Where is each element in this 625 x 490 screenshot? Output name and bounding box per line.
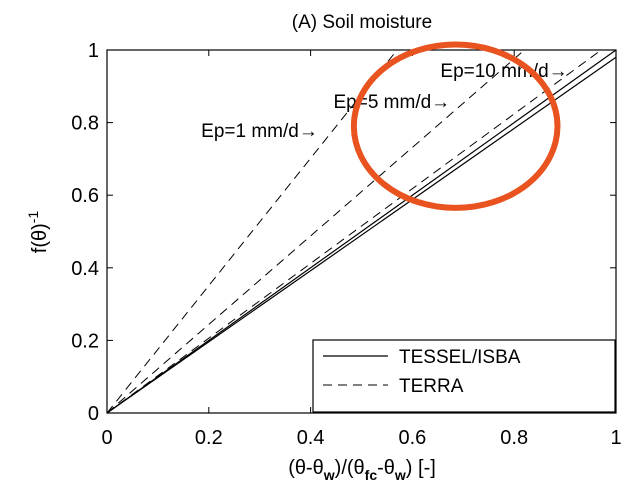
x-tick-label: 0.4 xyxy=(297,427,325,449)
x-tick-label: 0.6 xyxy=(398,427,426,449)
x-axis-label-part: )/(θ xyxy=(335,457,365,479)
chart-title: (A) Soil moisture xyxy=(292,12,432,33)
series-line-terra xyxy=(107,50,525,413)
y-tick-label: 1 xyxy=(88,40,99,62)
series-line-tessel-isba xyxy=(107,50,616,413)
x-tick-label: 1 xyxy=(610,427,621,449)
y-tick-label: 0.6 xyxy=(71,185,99,207)
x-axis-label-part: ) [-] xyxy=(406,457,436,479)
axis-ticks: 0 0.2 0.4 0.6 0.8 1 0 0.2 0.4 0.6 0.8 1 xyxy=(71,40,621,449)
series-line-terra xyxy=(107,50,603,413)
x-tick-label: 0 xyxy=(101,427,112,449)
legend-label-terra: TERRA xyxy=(399,376,464,397)
ep-annotation: Ep=5 mm/d→ xyxy=(334,92,451,113)
y-axis-label: f(θ)-1 xyxy=(25,211,51,254)
series-line-terra xyxy=(107,50,398,413)
legend-box xyxy=(312,339,616,413)
legend-label-tessel: TESSEL/ISBA xyxy=(399,347,521,368)
x-axis-label-part: -θ xyxy=(377,457,395,479)
y-tick-label: 0 xyxy=(88,403,99,425)
x-axis-label-subscript: fc xyxy=(365,467,378,483)
ep-annotation: Ep=10 mm/d→ xyxy=(440,61,567,82)
y-axis-label-sup: -1 xyxy=(25,211,41,224)
x-axis-label-subscript: w xyxy=(394,467,406,483)
x-tick-label: 0.2 xyxy=(195,427,223,449)
y-axis-label-base: f(θ) xyxy=(29,223,51,253)
y-tick-label: 0.8 xyxy=(71,113,99,135)
legend: TESSEL/ISBA TERRA xyxy=(312,339,616,413)
ep-annotation: Ep=1 mm/d→ xyxy=(201,121,318,142)
y-tick-label: 0.4 xyxy=(71,258,99,280)
data-lines xyxy=(107,50,616,413)
x-axis-label: (θ-θw)/(θfc-θw) [-] xyxy=(288,457,436,483)
x-tick-label: 0.8 xyxy=(500,427,528,449)
x-axis-label-subscript: w xyxy=(323,467,335,483)
highlight-ellipse xyxy=(350,41,561,211)
series-line-tessel-isba xyxy=(107,56,616,413)
y-tick-label: 0.2 xyxy=(71,330,99,352)
x-axis-label-part: (θ-θ xyxy=(288,457,324,479)
